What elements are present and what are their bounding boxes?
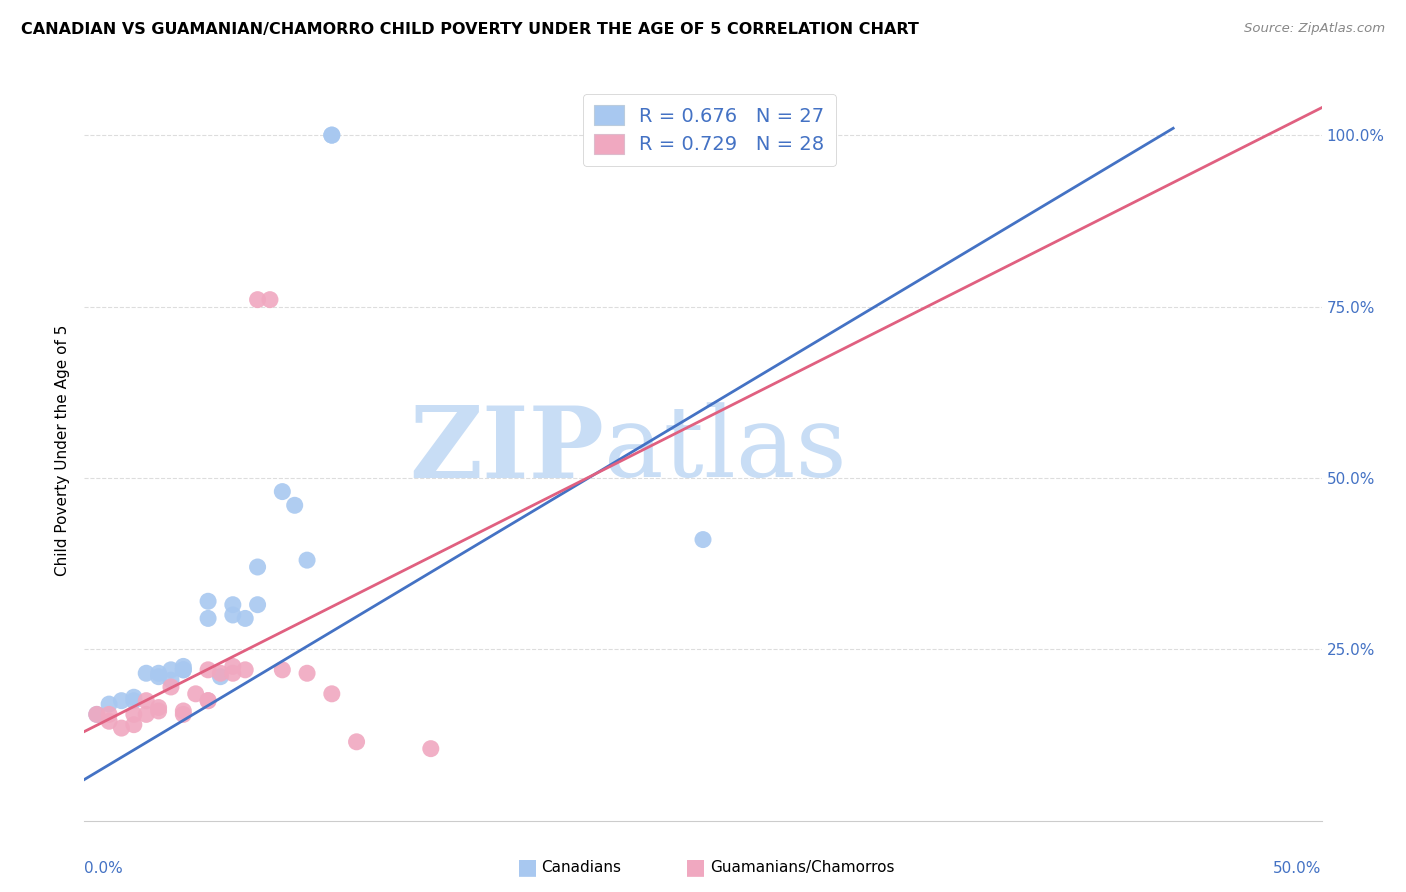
Point: [209, 670, 232, 684]
Point: [172, 704, 194, 718]
Point: [259, 293, 281, 307]
Point: [184, 687, 207, 701]
Text: atlas: atlas: [605, 402, 846, 499]
Point: [86, 707, 108, 722]
Point: [160, 663, 183, 677]
Point: [222, 598, 245, 612]
Point: [172, 663, 194, 677]
Text: Source: ZipAtlas.com: Source: ZipAtlas.com: [1244, 22, 1385, 36]
Point: [122, 707, 145, 722]
Point: [295, 666, 318, 681]
Point: [122, 694, 145, 708]
Text: 0.0%: 0.0%: [84, 862, 124, 876]
Point: [148, 670, 170, 684]
Point: [222, 607, 245, 622]
Text: Guamanians/Chamorros: Guamanians/Chamorros: [710, 860, 894, 874]
Point: [271, 663, 294, 677]
Point: [295, 553, 318, 567]
Point: [197, 663, 219, 677]
Text: ■: ■: [517, 857, 537, 877]
Point: [98, 697, 121, 711]
Point: [233, 611, 256, 625]
Point: [197, 611, 219, 625]
Point: [197, 694, 219, 708]
Text: Canadians: Canadians: [541, 860, 621, 874]
Point: [321, 687, 343, 701]
Point: [160, 680, 183, 694]
Point: [222, 666, 245, 681]
Point: [346, 735, 368, 749]
Point: [122, 690, 145, 705]
Text: CANADIAN VS GUAMANIAN/CHAMORRO CHILD POVERTY UNDER THE AGE OF 5 CORRELATION CHAR: CANADIAN VS GUAMANIAN/CHAMORRO CHILD POV…: [21, 22, 920, 37]
Point: [135, 666, 157, 681]
Point: [135, 707, 157, 722]
Point: [148, 704, 170, 718]
Point: [172, 659, 194, 673]
Text: 50.0%: 50.0%: [1274, 862, 1322, 876]
Point: [271, 484, 294, 499]
Y-axis label: Child Poverty Under the Age of 5: Child Poverty Under the Age of 5: [55, 325, 70, 576]
Point: [86, 707, 108, 722]
Point: [284, 498, 307, 512]
Point: [222, 659, 245, 673]
Point: [110, 721, 132, 735]
Point: [110, 694, 132, 708]
Point: [692, 533, 714, 547]
Point: [148, 666, 170, 681]
Point: [321, 128, 343, 142]
Point: [160, 673, 183, 687]
Point: [135, 694, 157, 708]
Point: [321, 128, 343, 142]
Point: [246, 560, 269, 574]
Point: [172, 707, 194, 722]
Point: [419, 741, 441, 756]
Point: [246, 598, 269, 612]
Text: ■: ■: [686, 857, 706, 877]
Point: [246, 293, 269, 307]
Point: [172, 663, 194, 677]
Text: ZIP: ZIP: [409, 402, 605, 499]
Point: [98, 707, 121, 722]
Point: [197, 594, 219, 608]
Point: [233, 663, 256, 677]
Point: [122, 717, 145, 731]
Legend: R = 0.676   N = 27, R = 0.729   N = 28: R = 0.676 N = 27, R = 0.729 N = 28: [583, 94, 837, 166]
Point: [209, 666, 232, 681]
Point: [148, 700, 170, 714]
Point: [98, 714, 121, 729]
Point: [197, 694, 219, 708]
